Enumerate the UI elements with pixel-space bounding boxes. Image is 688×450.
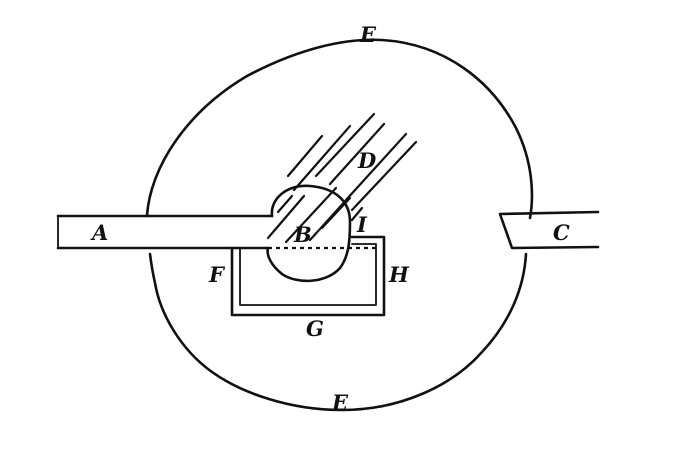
hatch-line xyxy=(328,122,386,186)
hatching-region-d xyxy=(266,112,418,244)
hatch-line xyxy=(292,124,352,192)
label-e-top: E xyxy=(359,22,377,47)
label-i: I xyxy=(356,212,368,237)
hatch-line xyxy=(266,194,306,240)
channel-c-outline xyxy=(498,210,600,250)
hatch-line xyxy=(350,140,418,212)
hatch-line xyxy=(284,186,338,244)
label-a: A xyxy=(90,220,108,245)
rectangle-fgh-outer xyxy=(230,235,386,317)
hatch-line xyxy=(276,194,294,214)
rectangle-fgh-inner xyxy=(239,243,377,306)
label-g: G xyxy=(306,316,324,341)
label-e-bottom: E xyxy=(331,390,349,415)
label-h: H xyxy=(388,262,410,287)
hatch-line xyxy=(350,206,364,222)
label-c: C xyxy=(553,220,570,245)
hatch-line xyxy=(344,132,408,202)
hatch-line xyxy=(314,112,376,178)
hatch-line xyxy=(286,134,324,178)
label-f: F xyxy=(208,262,226,287)
label-d: D xyxy=(357,148,377,173)
outer-body-outline xyxy=(145,38,534,412)
label-b: B xyxy=(293,222,312,247)
hatch-line xyxy=(320,196,352,230)
